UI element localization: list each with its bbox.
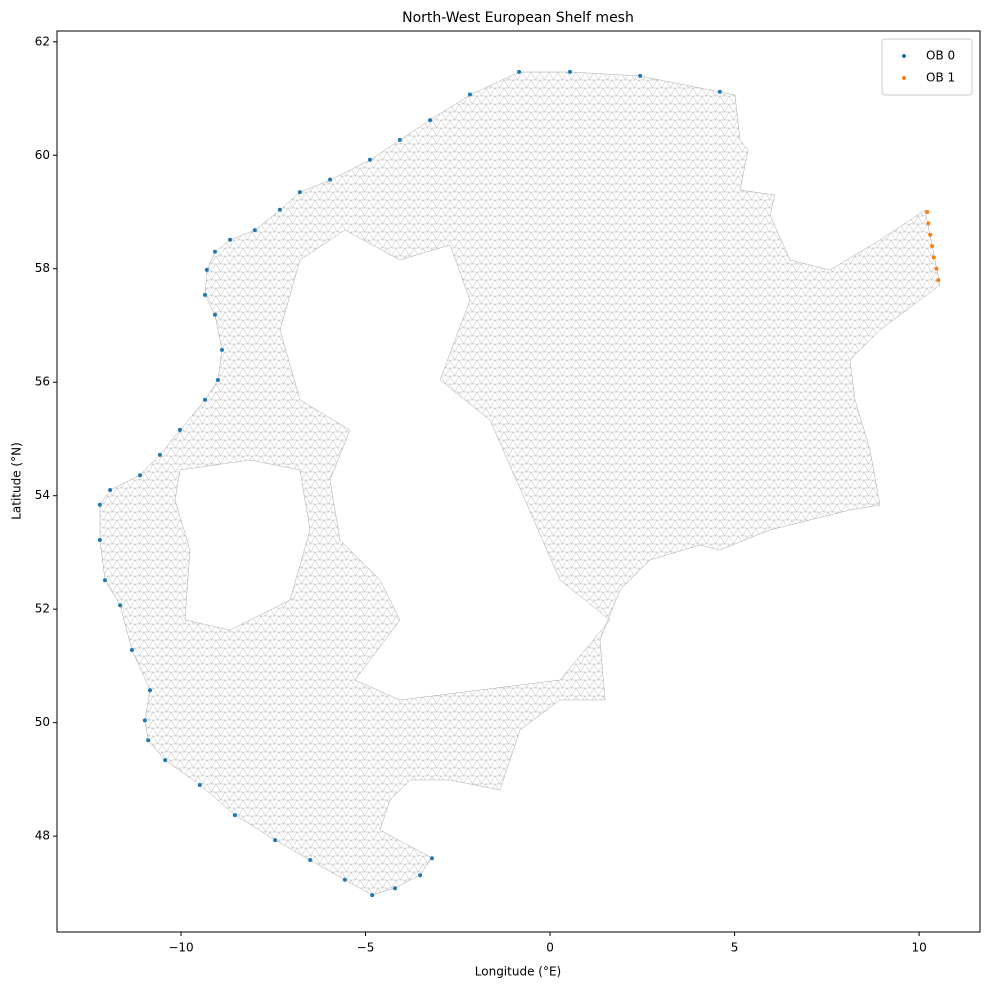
x-tick-label: −5	[357, 941, 375, 955]
y-tick-label: 52	[35, 602, 50, 616]
point	[148, 688, 153, 693]
point	[308, 857, 313, 862]
point	[367, 157, 372, 162]
y-tick-label: 48	[35, 829, 50, 843]
legend-marker	[902, 76, 906, 80]
point	[930, 244, 935, 249]
point	[108, 488, 113, 493]
point	[393, 886, 398, 891]
point	[925, 209, 930, 214]
point	[297, 190, 302, 195]
point	[934, 266, 939, 271]
x-tick-label: 0	[546, 941, 554, 955]
point	[370, 893, 375, 898]
point	[215, 377, 220, 382]
point	[418, 873, 423, 878]
point	[146, 738, 151, 743]
x-tick-label: 10	[911, 941, 926, 955]
point	[342, 877, 347, 882]
point	[202, 292, 207, 297]
y-tick-label: 58	[35, 261, 50, 275]
legend-label: OB 0	[926, 49, 955, 63]
point	[926, 221, 931, 226]
legend-marker	[902, 54, 906, 58]
y-axis-label: Latitude (°N)	[10, 442, 24, 520]
point	[142, 718, 147, 723]
x-tick-label: 5	[731, 941, 739, 955]
x-axis-label: Longitude (°E)	[475, 965, 561, 979]
point	[219, 347, 224, 352]
point	[277, 207, 282, 212]
point	[273, 838, 278, 843]
point	[252, 228, 257, 233]
legend-label: OB 1	[926, 71, 955, 85]
point	[163, 758, 168, 763]
y-tick-label: 62	[35, 34, 50, 48]
point	[517, 69, 522, 74]
point	[202, 397, 207, 402]
point	[212, 312, 217, 317]
point	[931, 255, 936, 260]
y-tick-label: 60	[35, 148, 50, 162]
y-tick-label: 50	[35, 715, 50, 729]
point	[228, 237, 233, 242]
point	[177, 427, 182, 432]
point	[936, 278, 941, 283]
chart-title: North-West European Shelf mesh	[402, 10, 634, 26]
point	[428, 118, 433, 123]
point	[129, 648, 134, 653]
point	[157, 452, 162, 457]
point	[717, 89, 722, 94]
point	[467, 92, 472, 97]
point	[638, 73, 643, 78]
y-tick-label: 56	[35, 375, 50, 389]
point	[197, 783, 202, 788]
point	[328, 177, 333, 182]
point	[204, 267, 209, 272]
point	[429, 856, 434, 861]
x-tick-label: −10	[168, 941, 193, 955]
point	[567, 69, 572, 74]
point	[397, 137, 402, 142]
point	[118, 603, 123, 608]
point	[97, 537, 102, 542]
point	[138, 473, 143, 478]
point	[232, 813, 237, 818]
point	[97, 502, 102, 507]
point	[102, 578, 107, 583]
point	[928, 232, 933, 237]
y-tick-label: 54	[35, 488, 50, 502]
legend-box	[881, 38, 973, 96]
point	[212, 249, 217, 254]
